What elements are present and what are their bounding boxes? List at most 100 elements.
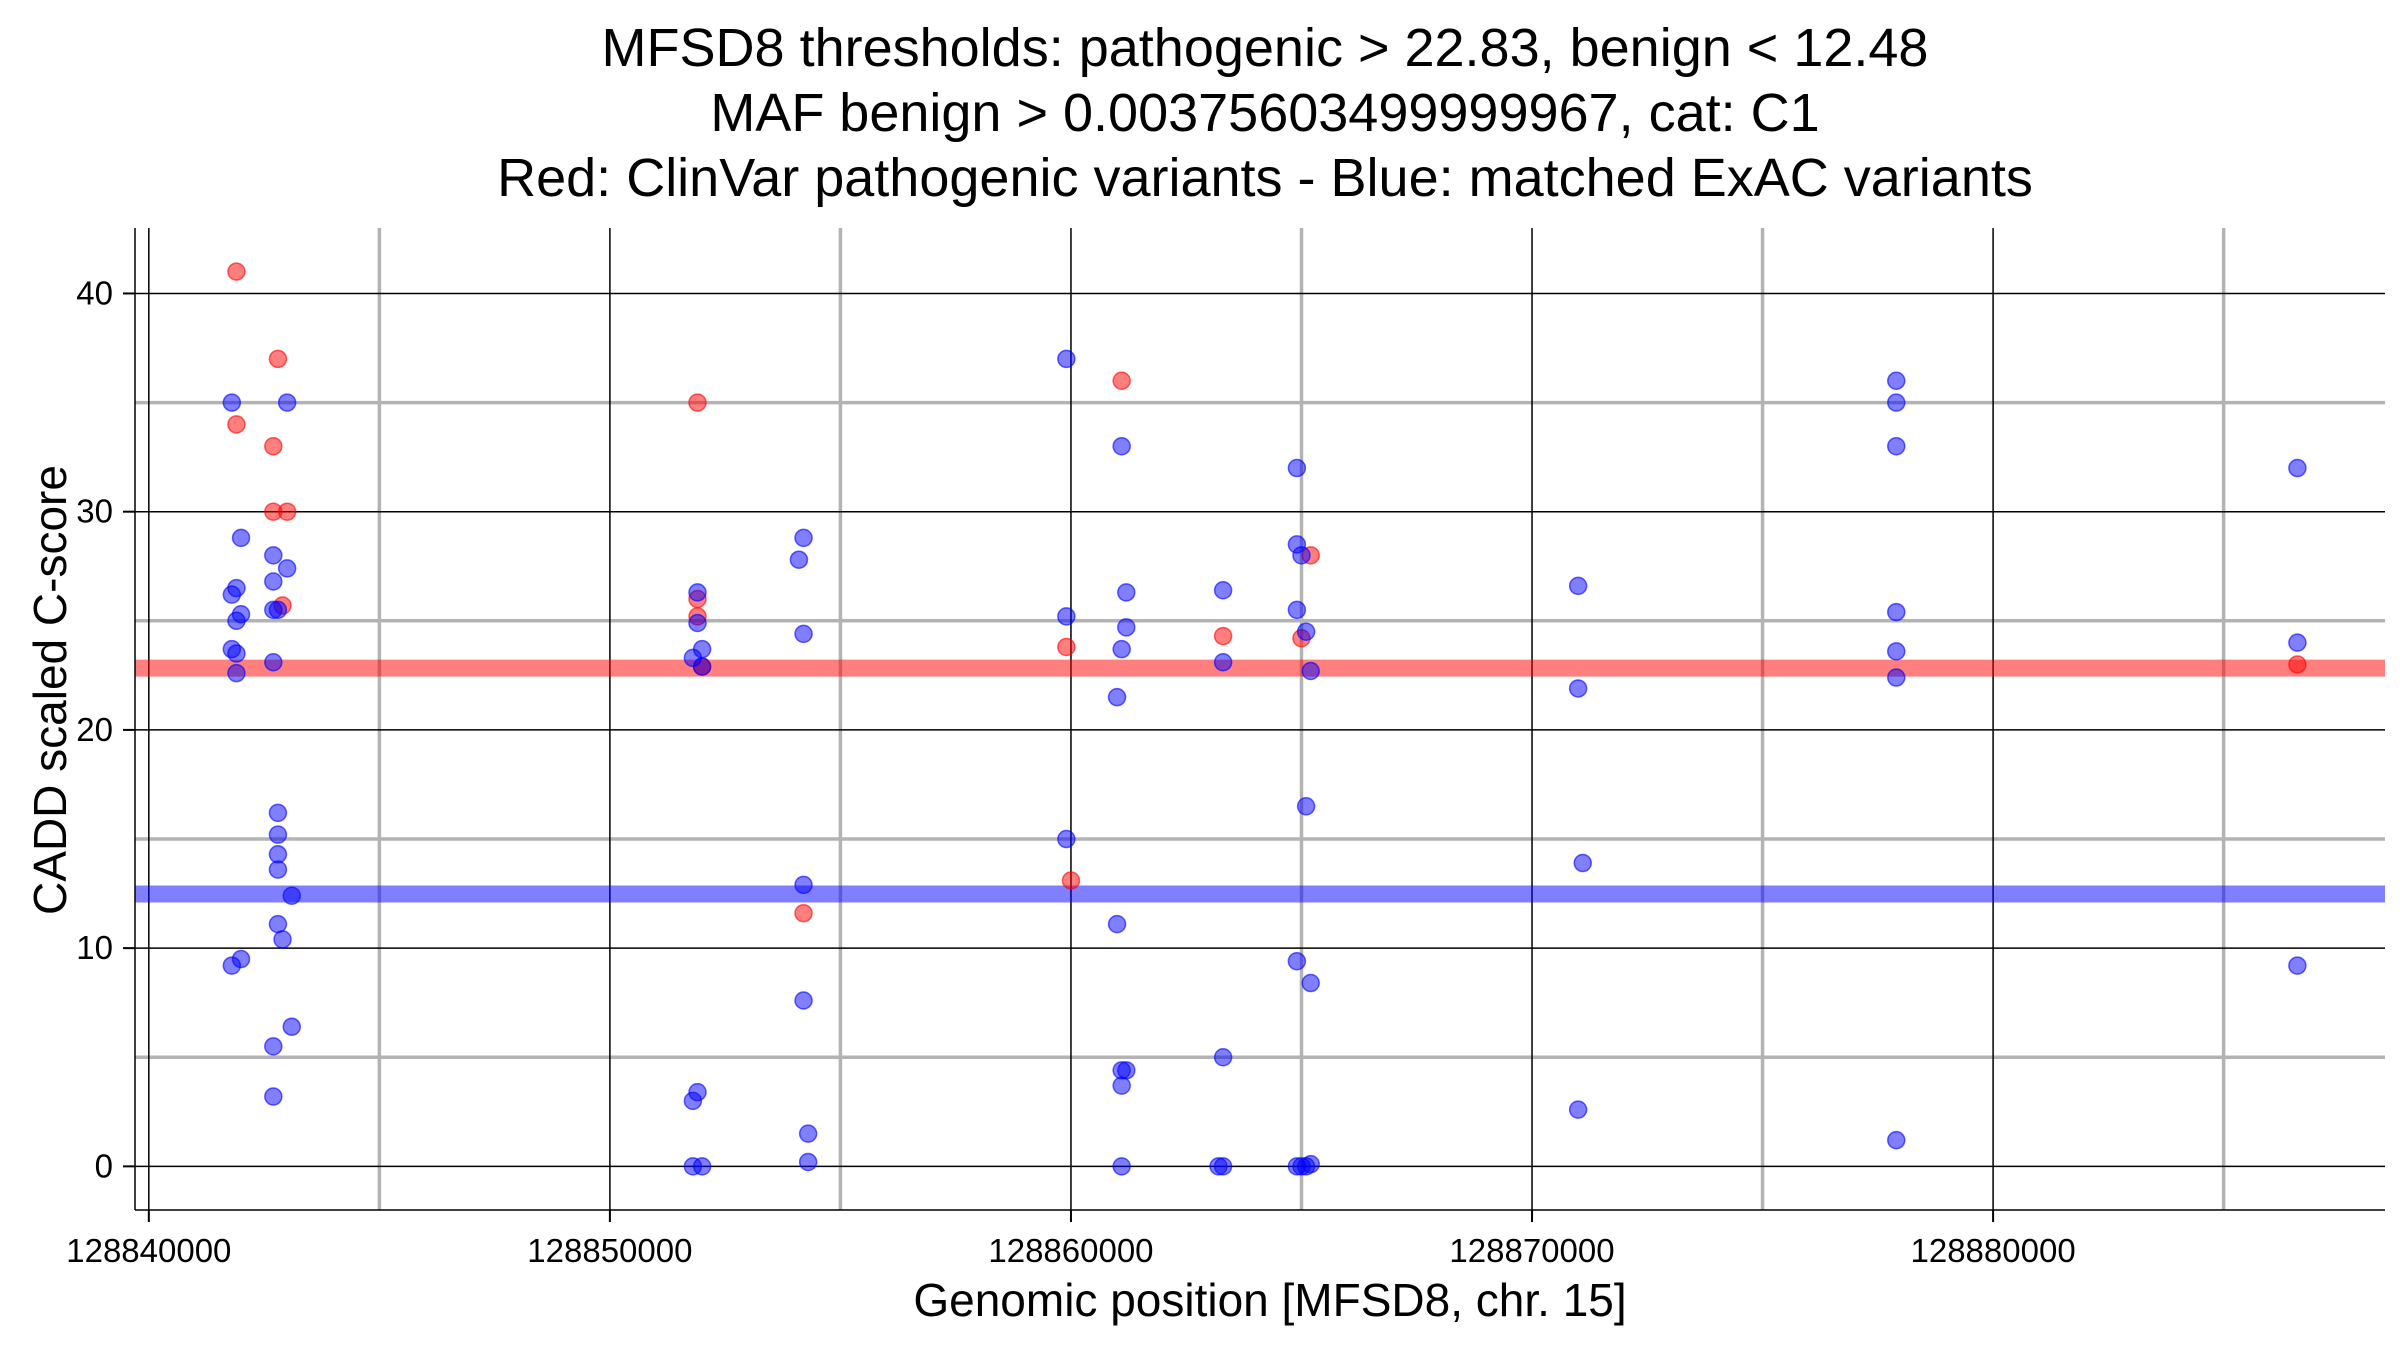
benign-point <box>268 914 288 934</box>
pathogenic-point <box>268 349 288 369</box>
benign-point <box>1213 653 1233 672</box>
benign-point <box>1301 661 1320 681</box>
benign-point <box>1057 607 1076 626</box>
benign-point <box>264 572 283 591</box>
x-axis-ticks: 128840000 128850000 128860000 128870000 1288… <box>66 1210 2076 1269</box>
benign-point <box>1887 668 1906 687</box>
y-tick-label: 0 <box>95 1147 113 1184</box>
benign-point <box>1301 973 1320 993</box>
benign-point <box>683 1091 703 1111</box>
benign-point <box>1287 458 1307 478</box>
benign-point <box>794 528 813 548</box>
benign-point <box>798 1124 818 1143</box>
benign-point <box>1213 1047 1233 1067</box>
title-line-3: Red: ClinVar pathogenic variants - Blue:… <box>497 148 2033 208</box>
benign-point <box>273 930 292 949</box>
threshold-lines <box>135 659 2385 903</box>
benign-point <box>1112 639 1131 659</box>
y-axis-title: CADD scaled C-score <box>24 465 76 915</box>
benign-point <box>1112 436 1131 456</box>
title-line-1: MFSD8 thresholds: pathogenic > 22.83, be… <box>602 18 1929 78</box>
pathogenic-point <box>1112 371 1131 391</box>
benign-point <box>222 956 242 975</box>
pathogenic-point <box>264 436 283 456</box>
benign-point <box>1887 1130 1906 1150</box>
x-tick-label: 128880000 <box>1911 1232 2076 1269</box>
benign-point <box>794 624 813 644</box>
pathogenic-point <box>688 393 707 412</box>
benign-point <box>794 991 813 1010</box>
benign-point <box>1057 829 1076 849</box>
benign-point <box>1117 583 1136 602</box>
y-tick-label: 40 <box>76 274 113 311</box>
data-points <box>222 262 2307 1176</box>
benign-point <box>1568 576 1588 596</box>
benign-point <box>1887 393 1906 412</box>
minor-gridlines <box>135 228 2385 1210</box>
benign-point <box>688 613 707 633</box>
pathogenic-point <box>1213 626 1233 646</box>
y-tick-label: 10 <box>76 929 113 966</box>
benign-point <box>1213 580 1233 600</box>
benign-point <box>282 886 302 906</box>
benign-point <box>1568 1100 1588 1119</box>
benign-point <box>1213 1157 1233 1176</box>
benign-point <box>688 583 707 602</box>
benign-point <box>1107 687 1127 707</box>
benign-point <box>268 600 288 620</box>
y-axis-ticks: 0 10 20 30 40 <box>76 274 135 1184</box>
benign-point <box>1107 914 1127 934</box>
benign-point <box>1887 602 1906 622</box>
pathogenic-point <box>277 502 297 521</box>
benign-point <box>1887 642 1906 661</box>
benign-point <box>2288 633 2307 652</box>
benign-point <box>1568 679 1588 698</box>
benign-point <box>277 559 297 578</box>
y-tick-label: 30 <box>76 493 113 530</box>
pathogenic-point <box>1057 637 1076 657</box>
benign-point <box>268 860 288 879</box>
benign-point <box>227 663 246 683</box>
pathogenic-point <box>2288 655 2307 674</box>
x-axis-title: Genomic position [MFSD8, chr. 15] <box>913 1274 1626 1326</box>
benign-point <box>1117 618 1136 637</box>
benign-point <box>231 528 251 548</box>
benign-point <box>692 657 712 676</box>
benign-point <box>227 644 246 663</box>
benign-point <box>1287 600 1307 620</box>
x-tick-label: 128850000 <box>527 1232 692 1269</box>
benign-point <box>264 546 283 565</box>
axes <box>134 228 2385 1211</box>
benign-point <box>1887 371 1906 391</box>
benign-point <box>282 1017 302 1036</box>
benign-point <box>1292 546 1311 565</box>
benign-point <box>1573 853 1592 873</box>
benign-point <box>227 611 246 631</box>
pathogenic-point <box>227 415 246 434</box>
x-tick-label: 128860000 <box>988 1232 1153 1269</box>
benign-point <box>1287 951 1307 971</box>
benign-point <box>1117 1061 1136 1080</box>
benign-point <box>794 875 813 895</box>
benign-point <box>2288 458 2307 478</box>
benign-point <box>268 825 288 844</box>
benign-point <box>1296 622 1316 641</box>
benign-point <box>789 550 809 569</box>
benign-point <box>222 585 242 604</box>
x-tick-label: 128840000 <box>66 1232 231 1269</box>
benign-point <box>692 1157 712 1176</box>
benign-point <box>268 845 288 864</box>
benign-point <box>1057 349 1076 369</box>
benign-point <box>1301 1154 1320 1174</box>
major-gridlines <box>135 228 2385 1210</box>
benign-point <box>277 393 297 412</box>
pathogenic-point <box>794 903 813 923</box>
y-tick-label: 20 <box>76 711 113 748</box>
benign-point <box>1296 797 1316 816</box>
pathogenic-point <box>1061 871 1081 890</box>
benign-point <box>222 393 242 412</box>
pathogenic-point <box>227 262 246 281</box>
benign-point <box>798 1152 818 1172</box>
